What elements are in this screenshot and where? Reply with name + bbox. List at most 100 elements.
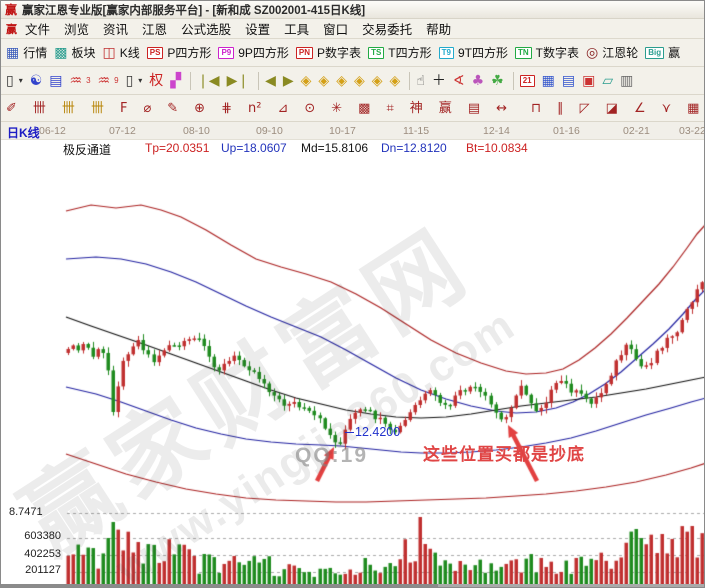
big-winner-icon: Big bbox=[645, 46, 665, 59]
width-measure[interactable]: ↔ bbox=[496, 102, 516, 115]
chart-area: 赢家财富网 www.yingjia360.com QQ:19 12.4200 这… bbox=[1, 157, 704, 584]
restoration[interactable]: 权 bbox=[149, 74, 163, 88]
system-tool[interactable]: ▥ bbox=[620, 74, 633, 88]
wave-3[interactable]: ♒ 3 bbox=[70, 74, 91, 88]
gann-wheel-label: 江恩轮 bbox=[602, 46, 639, 60]
grid-ruler[interactable]: ⋕ bbox=[221, 102, 241, 115]
calendar[interactable]: 21 bbox=[519, 74, 535, 87]
fan-rays[interactable]: ∥ bbox=[557, 102, 573, 115]
wave-3-icon: ♒ bbox=[69, 72, 83, 89]
9t-square[interactable]: T9 9T四方形 bbox=[438, 44, 508, 61]
menu-0[interactable]: 文件 bbox=[25, 22, 51, 37]
p-number-table[interactable]: PN P数字表 bbox=[295, 44, 361, 61]
h-marks-icon: ⌗ bbox=[386, 100, 394, 116]
save[interactable]: ▣ bbox=[582, 74, 595, 88]
t-number-table-label: T数字表 bbox=[535, 46, 580, 60]
gold-ruler-2[interactable]: 卌 bbox=[91, 102, 113, 115]
kline-period[interactable]: ▯ ▾ bbox=[6, 74, 23, 88]
gann-diamond-6[interactable]: ◈ bbox=[390, 74, 401, 88]
menu-1[interactable]: 浏览 bbox=[64, 22, 90, 37]
p-square[interactable]: PS P四方形 bbox=[146, 44, 211, 61]
v-line[interactable]: ⋎ bbox=[662, 102, 681, 115]
n2-ruler[interactable]: n² bbox=[248, 102, 270, 115]
spiral-tool[interactable]: ⌀ bbox=[143, 102, 160, 115]
pen-ruler[interactable]: ✎ bbox=[167, 102, 187, 115]
fan-box-icon: ◸ bbox=[579, 100, 590, 116]
t-number-table[interactable]: TN T数字表 bbox=[515, 44, 579, 61]
menu-9[interactable]: 帮助 bbox=[426, 22, 452, 37]
title-bar: 赢 赢家江恩专业版[赢家内部服务平台] - [新和成 SZ002001-415日… bbox=[1, 1, 704, 19]
menu-2[interactable]: 资讯 bbox=[103, 22, 129, 37]
tally-ruler[interactable]: 卌 bbox=[33, 102, 55, 115]
nav-last[interactable]: ▶❘ bbox=[227, 74, 250, 88]
color-volume-chart[interactable]: ▞ bbox=[170, 74, 181, 88]
menu-7[interactable]: 窗口 bbox=[323, 22, 349, 37]
menu-3[interactable]: 江恩 bbox=[142, 22, 168, 37]
note-annotation: 这些位置买都是抄底 bbox=[423, 445, 585, 464]
horizontal-scrollbar[interactable] bbox=[1, 584, 704, 587]
kline-icon: ◫ bbox=[102, 44, 116, 61]
menu-5[interactable]: 设置 bbox=[245, 22, 271, 37]
export-image-icon: ▱ bbox=[602, 72, 614, 89]
shade-box[interactable]: ◪ bbox=[606, 102, 627, 115]
gann-diamond-5[interactable]: ◈ bbox=[372, 74, 383, 88]
gann-diamond-2[interactable]: ◈ bbox=[318, 74, 329, 88]
h-marks[interactable]: ⌗ bbox=[386, 102, 402, 115]
angle-measure-tool-icon: ∢ bbox=[452, 72, 465, 89]
gann-compass[interactable]: ⊙ bbox=[304, 102, 324, 115]
fan-box[interactable]: ◸ bbox=[580, 102, 599, 115]
star-rays[interactable]: ✳ bbox=[331, 102, 351, 115]
price-annotation: 12.4200 bbox=[345, 425, 400, 439]
abacus-ruler[interactable]: ▤ bbox=[468, 102, 489, 115]
nav-next[interactable]: ▶ bbox=[283, 74, 294, 88]
gann-diamond-3[interactable]: ◈ bbox=[336, 74, 347, 88]
f-ruler-icon: F bbox=[119, 100, 128, 116]
sectors[interactable]: ▩ 板块 bbox=[54, 44, 95, 61]
kline[interactable]: ◫ K线 bbox=[103, 44, 140, 61]
gann-diamond-4[interactable]: ◈ bbox=[354, 74, 365, 88]
ying-tool[interactable]: 赢 bbox=[439, 102, 461, 115]
menu-8[interactable]: 交易委托 bbox=[362, 22, 413, 37]
angle-measure-tool[interactable]: ∢ bbox=[453, 74, 465, 88]
time-cycle-icon: ⊕ bbox=[194, 100, 206, 116]
date-tick-7: 01-16 bbox=[553, 125, 580, 137]
wave-9[interactable]: ♒ 9 bbox=[98, 74, 119, 88]
big-winner[interactable]: Big 赢 bbox=[645, 44, 680, 61]
tally-ruler-icon: 卌 bbox=[32, 100, 46, 116]
grid-a[interactable]: ▦ bbox=[687, 102, 704, 115]
crosshair-tool[interactable]: ＋ bbox=[432, 74, 446, 88]
period-label: 日K线 bbox=[7, 126, 40, 140]
time-cycle[interactable]: ⊕ bbox=[194, 102, 214, 115]
gann-diamond-1[interactable]: ◈ bbox=[301, 74, 312, 88]
9t-square-icon: T9 bbox=[438, 46, 454, 59]
hand-tool[interactable]: ☝ bbox=[416, 74, 425, 88]
calculator[interactable]: ▦ bbox=[542, 74, 555, 88]
nav-first[interactable]: ❘◀ bbox=[197, 74, 220, 88]
gold-ruler-1[interactable]: 卌 bbox=[62, 102, 84, 115]
smart-analysis[interactable]: ☘ bbox=[491, 74, 504, 88]
angle-ruler[interactable]: ⊿ bbox=[277, 102, 297, 115]
notes[interactable]: ▤ bbox=[562, 74, 575, 88]
box-tool[interactable]: ⊓ bbox=[531, 102, 550, 115]
pen-tool[interactable]: ✐ bbox=[6, 102, 26, 115]
f-ruler[interactable]: F bbox=[120, 102, 136, 115]
nav-prev[interactable]: ◀ bbox=[265, 74, 276, 88]
export-image[interactable]: ▱ bbox=[602, 74, 613, 88]
menu-6[interactable]: 工具 bbox=[284, 22, 310, 37]
scrollbar-thumb[interactable] bbox=[1, 584, 439, 587]
angle-line[interactable]: ∠ bbox=[634, 102, 655, 115]
gann-wheel[interactable]: ◎ 江恩轮 bbox=[586, 44, 638, 61]
gann-tree[interactable]: ♣ bbox=[472, 74, 485, 88]
f10-info[interactable]: ▤ bbox=[49, 74, 62, 88]
menu-4[interactable]: 公式选股 bbox=[181, 22, 232, 37]
web-grid[interactable]: ▩ bbox=[358, 102, 379, 115]
child-window-icon[interactable]: 赢 bbox=[6, 23, 17, 36]
9p-square[interactable]: P9 9P四方形 bbox=[218, 44, 289, 61]
candle-style[interactable]: ▯ ▾ bbox=[126, 74, 143, 88]
t-square[interactable]: TS T四方形 bbox=[368, 44, 432, 61]
shen-tool[interactable]: 神 bbox=[410, 102, 432, 115]
chip-distribution[interactable]: ☯ bbox=[30, 74, 43, 88]
kline-chart-canvas[interactable] bbox=[1, 157, 704, 584]
date-tick-1: 07-12 bbox=[109, 125, 136, 137]
market-quotes[interactable]: ▦ 行情 bbox=[6, 44, 47, 61]
